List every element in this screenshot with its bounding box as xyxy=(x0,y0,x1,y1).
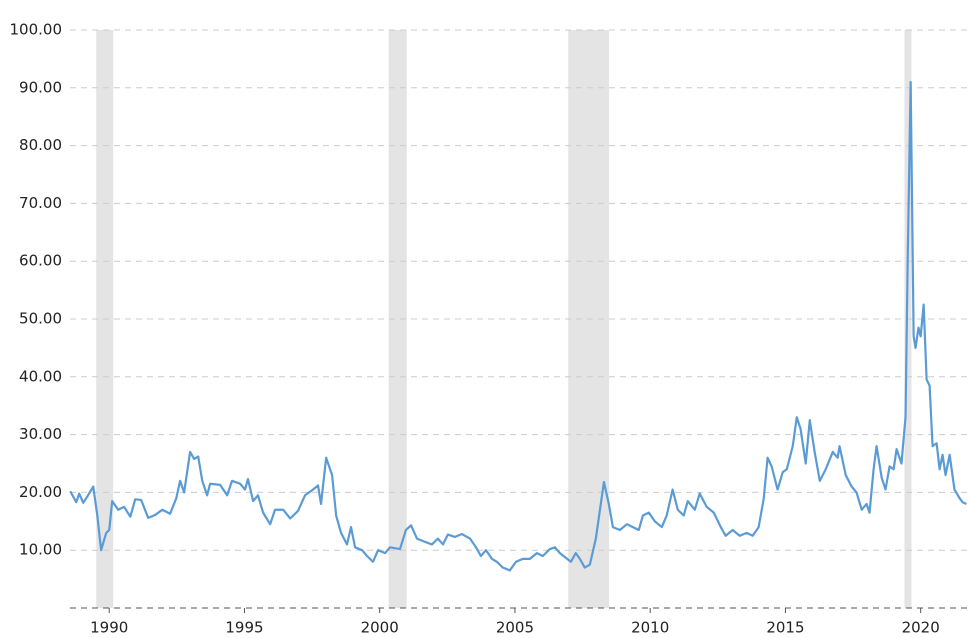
y-tick-label: 80.00 xyxy=(19,136,62,154)
x-tick-label: 2000 xyxy=(361,619,399,637)
data-line xyxy=(69,80,967,572)
labels-layer: 10.00 20.00 30.00 40.00 50.00 60.00 70.00 80.00… xyxy=(10,21,940,637)
y-tick-label: 70.00 xyxy=(19,194,62,212)
y-tick-label: 10.00 xyxy=(19,541,62,559)
line-layer xyxy=(69,80,967,572)
y-tick-label: 30.00 xyxy=(19,425,62,443)
y-tick-label: 100.00 xyxy=(10,21,63,39)
y-tick-label: 50.00 xyxy=(19,310,62,328)
recession-band xyxy=(388,30,407,608)
x-tick-label: 1995 xyxy=(225,619,263,637)
y-tick-label: 40.00 xyxy=(19,367,62,385)
y-tick-label: 20.00 xyxy=(19,483,62,501)
x-tick-label: 2020 xyxy=(902,619,940,637)
y-tick-label: 90.00 xyxy=(19,78,62,96)
y-tick-label: 60.00 xyxy=(19,252,62,270)
grid-layer xyxy=(70,29,968,613)
x-tick-label: 2010 xyxy=(631,619,669,637)
x-tick-label: 1990 xyxy=(90,619,128,637)
x-tick-label: 2005 xyxy=(496,619,534,637)
x-tick-label: 2015 xyxy=(766,619,804,637)
